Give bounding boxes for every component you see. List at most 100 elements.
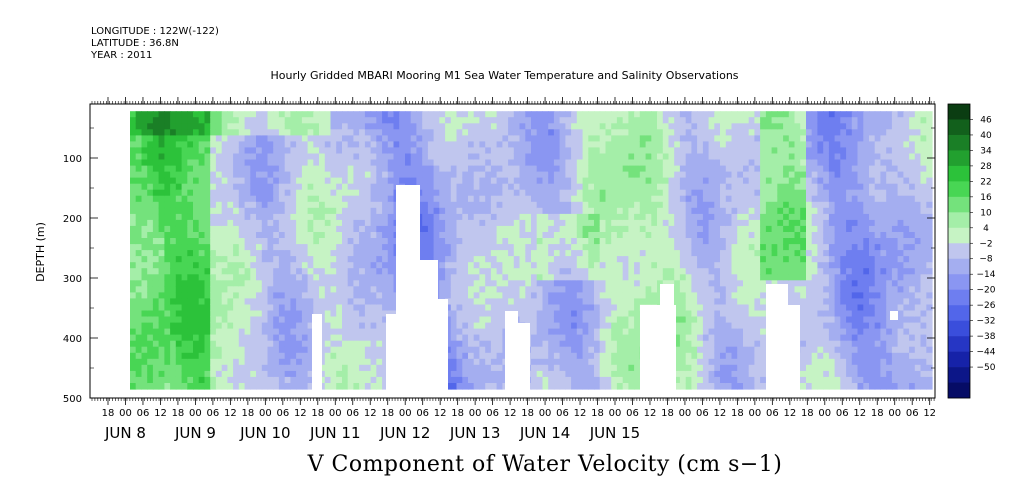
field-cell (313, 159, 320, 167)
field-cell (531, 219, 538, 227)
field-cell (296, 111, 303, 118)
field-cell (193, 250, 200, 257)
field-cell (141, 207, 148, 215)
field-cell (238, 370, 246, 378)
field-cell (616, 123, 624, 130)
field-cell (273, 207, 280, 215)
field-cell (622, 322, 629, 330)
field-cell (456, 310, 463, 318)
field-cell (685, 310, 692, 318)
field-cell (559, 213, 566, 221)
field-cell (324, 129, 332, 136)
field-cell (513, 135, 521, 142)
field-cell (376, 238, 383, 245)
field-cell (221, 352, 228, 360)
field-cell (307, 334, 314, 342)
field-cell (679, 292, 687, 299)
field-cell (674, 129, 681, 136)
field-cell (198, 207, 205, 215)
field-cell (737, 310, 744, 318)
field-cell (674, 189, 681, 197)
field-cell (496, 189, 503, 197)
field-cell (737, 213, 744, 221)
field-cell (296, 213, 303, 221)
field-cell (702, 225, 710, 233)
field-cell (221, 189, 228, 197)
field-cell (462, 268, 469, 275)
field-cell (175, 340, 183, 348)
field-cell (473, 346, 480, 354)
field-cell (450, 376, 458, 384)
field-cell (668, 129, 675, 136)
field-cell (479, 292, 486, 299)
field-cell (181, 141, 188, 148)
field-cell (679, 376, 687, 384)
field-cell (382, 147, 389, 154)
field-cell (141, 250, 148, 257)
field-cell (679, 171, 687, 179)
field-cell (399, 111, 406, 118)
field-cell (141, 195, 148, 203)
field-cell (748, 225, 755, 233)
field-cell (743, 159, 750, 167)
field-cell (221, 316, 228, 324)
field-cell (130, 244, 137, 251)
field-cell (743, 195, 750, 203)
field-cell (198, 238, 205, 245)
field-cell (548, 129, 555, 136)
field-cell (531, 262, 538, 269)
field-cell (691, 268, 698, 275)
field-cell (330, 141, 337, 148)
field-cell (679, 238, 687, 245)
field-cell (576, 322, 584, 330)
field-cell (152, 111, 160, 118)
field-cell (685, 334, 692, 342)
field-cell (479, 268, 486, 275)
field-cell (387, 201, 395, 209)
field-cell (479, 304, 486, 312)
field-cell (657, 280, 664, 287)
field-cell (702, 213, 710, 221)
field-cell (502, 250, 509, 257)
field-cell (244, 189, 251, 197)
field-cell (238, 364, 246, 372)
field-cell (628, 147, 635, 154)
field-cell (221, 280, 228, 287)
field-cell (130, 201, 137, 209)
field-cell (622, 117, 629, 124)
field-cell (588, 189, 595, 197)
field-cell (376, 141, 383, 148)
field-cell (531, 207, 538, 215)
field-cell (456, 195, 463, 203)
field-cell (324, 201, 332, 209)
field-cell (244, 268, 251, 275)
field-cell (353, 244, 360, 251)
field-cell (456, 340, 463, 348)
field-cell (702, 340, 710, 348)
field-cell (427, 256, 435, 263)
field-cell (571, 280, 578, 287)
field-cell (141, 177, 148, 185)
field-cell (376, 153, 383, 161)
field-cell (342, 352, 349, 360)
field-cell (278, 123, 286, 130)
field-cell (330, 358, 337, 366)
field-cell (433, 256, 440, 263)
field-cell (284, 274, 291, 281)
field-cell (158, 268, 165, 275)
field-cell (525, 256, 532, 263)
field-cell (668, 123, 675, 130)
field-cell (588, 123, 595, 130)
field-cell (170, 147, 177, 154)
field-cell (622, 189, 629, 197)
field-cell (130, 147, 137, 154)
field-cell (330, 262, 337, 269)
field-cell (531, 364, 538, 372)
field-cell (622, 304, 629, 312)
field-cell (227, 117, 234, 124)
field-cell (170, 141, 177, 148)
field-cell (370, 117, 377, 124)
field-cell (599, 183, 606, 191)
field-cell (198, 383, 205, 390)
field-cell (158, 298, 165, 305)
